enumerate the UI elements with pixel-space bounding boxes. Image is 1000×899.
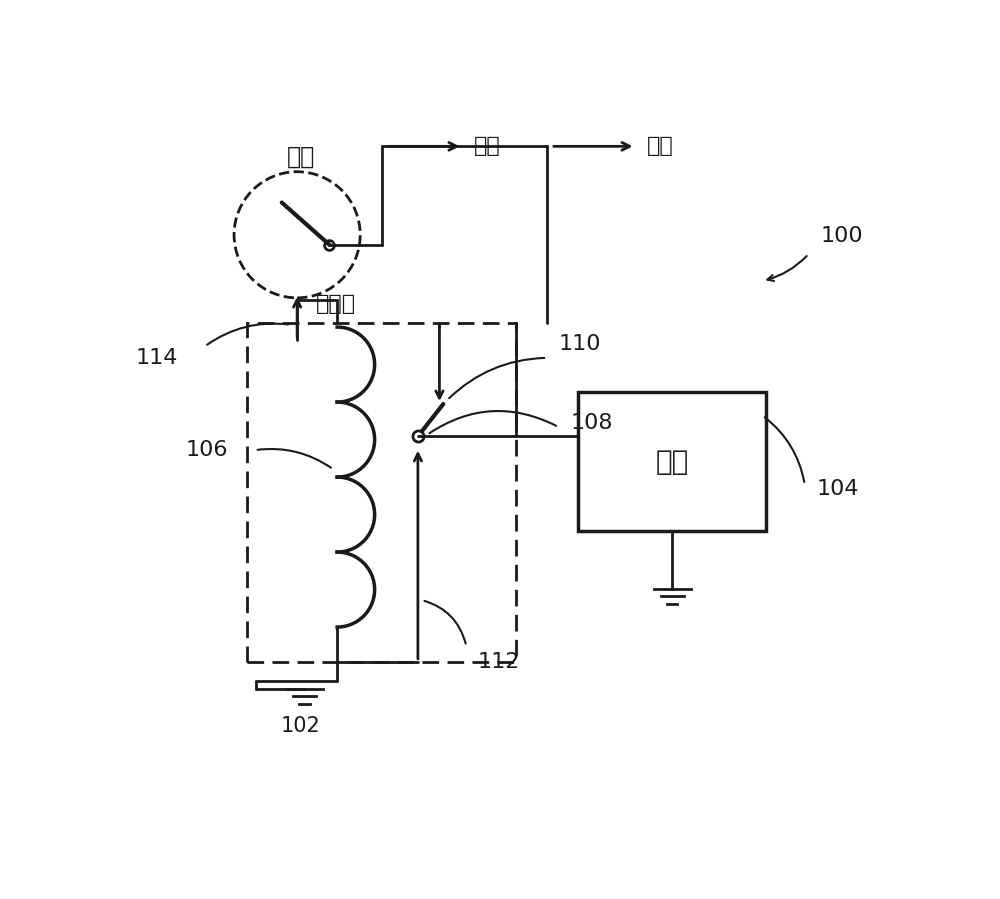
Bar bbox=[247, 324, 516, 662]
Text: 100: 100 bbox=[820, 227, 863, 246]
Text: 负载: 负载 bbox=[655, 448, 689, 476]
Text: 106: 106 bbox=[185, 441, 228, 460]
Text: 继电器: 继电器 bbox=[316, 294, 356, 314]
Text: 电源: 电源 bbox=[474, 137, 501, 156]
Text: 110: 110 bbox=[559, 334, 601, 354]
Text: 电源: 电源 bbox=[647, 137, 674, 156]
Text: 108: 108 bbox=[570, 414, 613, 433]
Bar bbox=[578, 393, 766, 531]
Text: 104: 104 bbox=[816, 478, 859, 499]
Text: 114: 114 bbox=[136, 348, 178, 368]
Text: 112: 112 bbox=[478, 653, 520, 672]
Text: 开关: 开关 bbox=[287, 145, 315, 168]
Text: 102: 102 bbox=[281, 716, 321, 735]
